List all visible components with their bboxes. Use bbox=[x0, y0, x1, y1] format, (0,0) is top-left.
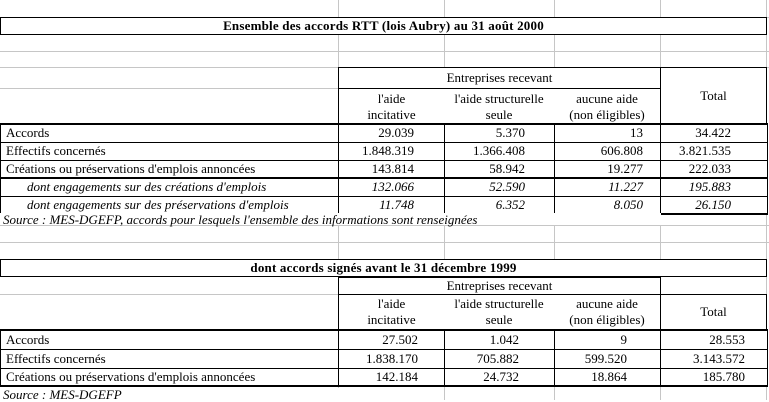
table2-col-header-aide-structurelle: l'aide structurelle seule bbox=[444, 295, 555, 329]
row-label-cell: Accords bbox=[0, 123, 339, 143]
table-row: dont engagements sur des créations d'emp… bbox=[0, 177, 768, 197]
row-label-cell: dont engagements sur des préservations d… bbox=[0, 195, 339, 215]
value-cell: 5.370 bbox=[444, 123, 555, 143]
value-cell: 185.780 bbox=[660, 367, 768, 387]
value-cell: 34.422 bbox=[660, 123, 768, 143]
value-cell: 29.039 bbox=[338, 123, 445, 143]
value-cell: 3.821.535 bbox=[660, 141, 768, 161]
value-cell: 9 bbox=[554, 329, 661, 350]
value-cell: 705.882 bbox=[444, 348, 555, 369]
gridline bbox=[0, 242, 769, 243]
table2-source-note: Source : MES-DGEFP bbox=[0, 388, 340, 401]
header-line: l'aide structurelle bbox=[454, 90, 544, 106]
value-cell: 26.150 bbox=[660, 195, 768, 215]
table2-group-header: Entreprises recevant bbox=[338, 277, 661, 295]
table1-col-header-aide-structurelle: l'aide structurelle seule bbox=[444, 89, 555, 124]
table-row: Effectifs concernés 1.838.170 705.882 59… bbox=[0, 348, 768, 369]
table2-title: dont accords signés avant le 31 décembre… bbox=[0, 259, 767, 277]
value-cell: 143.814 bbox=[338, 159, 445, 179]
value-cell: 11.227 bbox=[554, 177, 661, 197]
row-label-cell: Effectifs concernés bbox=[0, 348, 339, 369]
header-line: seule bbox=[485, 312, 513, 327]
value-cell: 3.143.572 bbox=[660, 348, 768, 369]
value-cell: 132.066 bbox=[338, 177, 445, 197]
value-cell: 19.277 bbox=[554, 159, 661, 179]
row-label-cell: Accords bbox=[0, 329, 339, 350]
value-cell: 58.942 bbox=[444, 159, 555, 179]
table2-body: Accords 27.502 1.042 9 28.553 Effectifs … bbox=[0, 329, 768, 387]
value-cell: 195.883 bbox=[660, 177, 768, 197]
header-line: seule bbox=[485, 106, 513, 122]
value-cell: 8.050 bbox=[554, 195, 661, 215]
table1-col-header-total: Total bbox=[660, 67, 767, 124]
gridline bbox=[0, 225, 769, 226]
header-line: aucune aide bbox=[576, 296, 638, 311]
value-cell: 606.808 bbox=[554, 141, 661, 161]
value-cell: 18.864 bbox=[554, 367, 661, 387]
gridline bbox=[0, 88, 338, 89]
gridline bbox=[0, 294, 338, 295]
header-line: incitative bbox=[367, 106, 416, 122]
header-line: incitative bbox=[367, 312, 416, 327]
value-cell: 24.732 bbox=[444, 367, 555, 387]
value-cell: 11.748 bbox=[338, 195, 445, 215]
value-cell: 27.502 bbox=[338, 329, 445, 350]
value-cell: 1.838.170 bbox=[338, 348, 445, 369]
value-cell: 1.042 bbox=[444, 329, 555, 350]
table-row: Accords 27.502 1.042 9 28.553 bbox=[0, 329, 768, 350]
row-label-cell: dont engagements sur des créations d'emp… bbox=[0, 177, 339, 197]
value-cell: 1.366.408 bbox=[444, 141, 555, 161]
value-cell: 599.520 bbox=[554, 348, 661, 369]
table2-col-header-aucune-aide: aucune aide (non éligibles) bbox=[554, 295, 661, 329]
gridline bbox=[0, 51, 769, 52]
header-line: (non éligibles) bbox=[569, 106, 645, 122]
table-row: Créations ou préservations d'emplois ann… bbox=[0, 367, 768, 387]
table2-col-header-total: Total bbox=[660, 294, 767, 329]
row-label-cell: Créations ou préservations d'emplois ann… bbox=[0, 367, 339, 387]
table1-source-note: Source : MES-DGEFP, accords pour lesquel… bbox=[0, 213, 661, 226]
value-cell: 52.590 bbox=[444, 177, 555, 197]
row-label-cell: Effectifs concernés bbox=[0, 141, 339, 161]
header-line: l'aide bbox=[377, 296, 406, 311]
table-row: Accords 29.039 5.370 13 34.422 bbox=[0, 123, 768, 143]
row-label-cell: Créations ou préservations d'emplois ann… bbox=[0, 159, 339, 179]
header-line: l'aide bbox=[377, 90, 406, 106]
table1-col-header-aucune-aide: aucune aide (non éligibles) bbox=[554, 89, 661, 124]
value-cell: 28.553 bbox=[660, 329, 768, 350]
table-row: Effectifs concernés 1.848.319 1.366.408 … bbox=[0, 141, 768, 161]
table1-col-header-aide-incitative: l'aide incitative bbox=[338, 89, 445, 124]
value-cell: 13 bbox=[554, 123, 661, 143]
value-cell: 6.352 bbox=[444, 195, 555, 215]
value-cell: 222.033 bbox=[660, 159, 768, 179]
table-row: Créations ou préservations d'emplois ann… bbox=[0, 159, 768, 179]
header-line: aucune aide bbox=[576, 90, 638, 106]
table2-col-header-aide-incitative: l'aide incitative bbox=[338, 295, 445, 329]
table1-title: Ensemble des accords RTT (lois Aubry) au… bbox=[0, 17, 767, 35]
table-row: dont engagements sur des préservations d… bbox=[0, 195, 768, 215]
table1-body: Accords 29.039 5.370 13 34.422 Effectifs… bbox=[0, 123, 768, 215]
value-cell: 142.184 bbox=[338, 367, 445, 387]
value-cell: 1.848.319 bbox=[338, 141, 445, 161]
header-line: l'aide structurelle bbox=[454, 296, 544, 311]
header-line: (non éligibles) bbox=[569, 312, 645, 327]
table1-group-header: Entreprises recevant bbox=[338, 67, 661, 89]
